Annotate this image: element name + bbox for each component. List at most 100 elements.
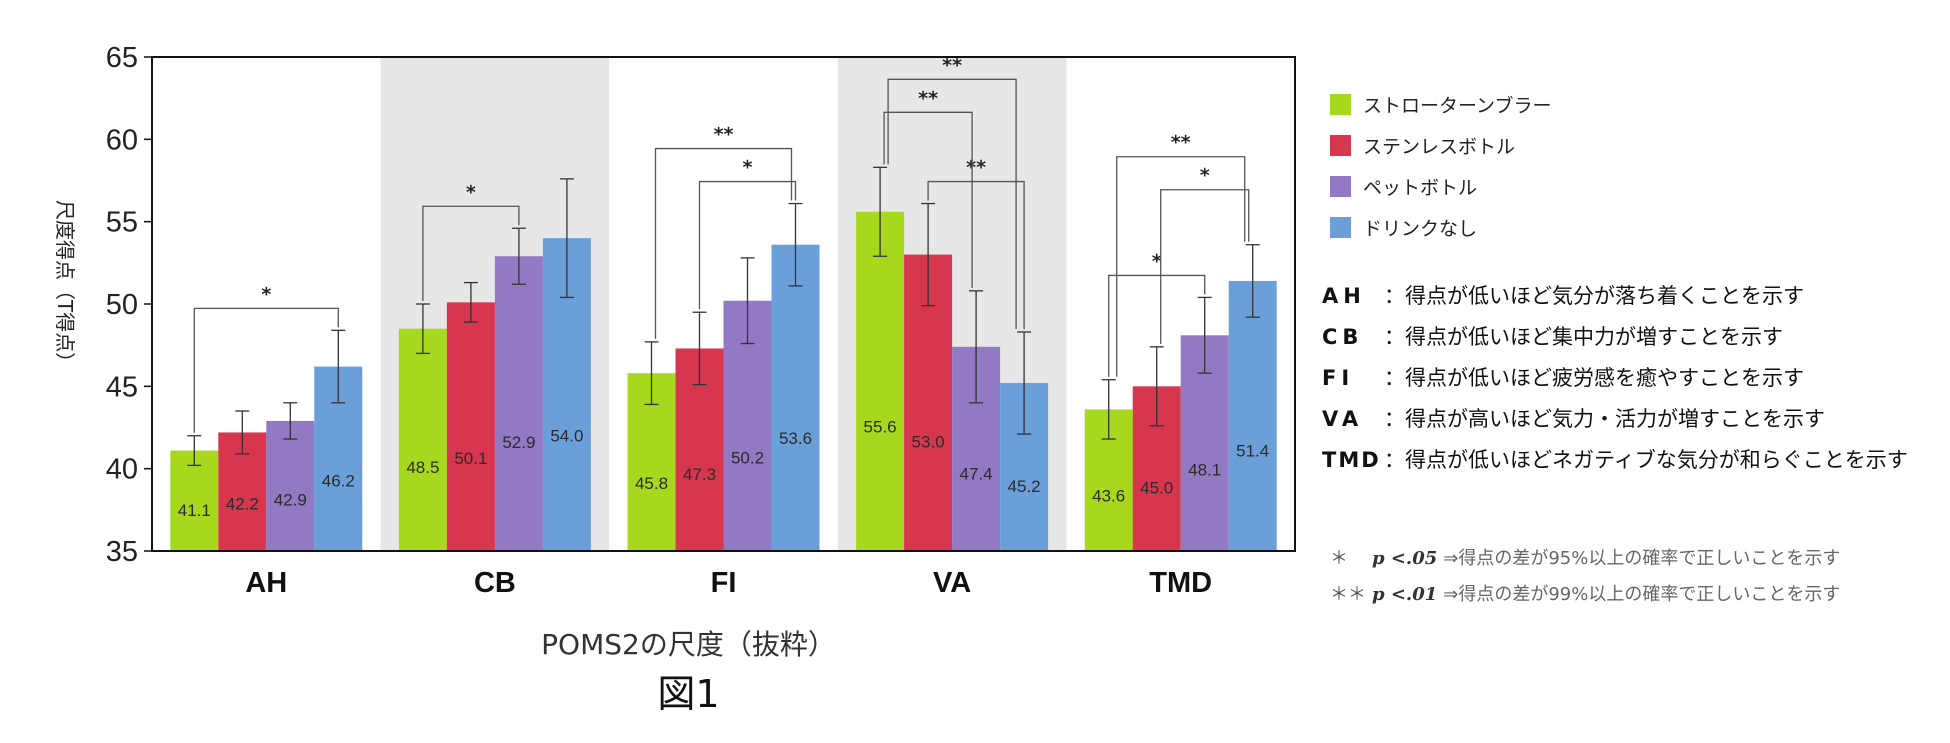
bar [266, 420, 315, 551]
significance-text: ⇒得点の差が99%以上の確率で正しいことを示す [1443, 584, 1841, 605]
legend-swatch [1330, 176, 1351, 197]
x-tick-label: AH [245, 567, 287, 599]
x-tick-label: FI [711, 567, 737, 599]
y-tick-label: 40 [106, 454, 138, 486]
significance-text: ⇒得点の差が95%以上の確率で正しいことを示す [1443, 548, 1841, 569]
note-text: ：得点が低いほどネガティブな気分が和らぐことを示す [1384, 448, 1908, 472]
significance-bracket [698, 180, 797, 310]
data-label: 48.1 [1188, 461, 1221, 480]
significance-notes: ＊ p <.05 ⇒得点の差が95%以上の確率で正しいことを示す ＊＊ p <.… [1330, 544, 1840, 616]
significance-p: p <.05 [1372, 548, 1438, 569]
significance-bracket [193, 307, 339, 433]
note-ah: AH ：得点が低いほど気分が落ち着くことを示す [1322, 280, 1908, 321]
significance-mark: ＊ [1330, 548, 1348, 569]
y-tick-label: 55 [106, 207, 138, 239]
significance-note-01: ＊＊ p <.01 ⇒得点の差が99%以上の確率で正しいことを示す [1330, 580, 1840, 616]
bar [170, 450, 219, 551]
legend-swatch [1330, 135, 1351, 156]
data-label: 51.4 [1236, 441, 1269, 460]
significance-mark: * [1152, 250, 1162, 272]
y-axis-label: 尺度得点（T得点） [53, 200, 77, 372]
data-label: 50.2 [731, 448, 764, 467]
data-label: 47.4 [960, 465, 993, 484]
significance-bracket [887, 78, 1017, 329]
data-label: 50.1 [454, 449, 487, 468]
legend-item-stainless-bottle: ステンレスボトル [1330, 125, 1551, 166]
significance-mark: ** [918, 87, 938, 109]
note-key: CB [1322, 325, 1364, 349]
note-key: VA [1322, 407, 1364, 431]
legend-label: ステンレスボトル [1363, 136, 1516, 158]
note-tmd: TMD ：得点が低いほどネガティブな気分が和らぐことを示す [1322, 444, 1908, 485]
data-label: 45.8 [635, 474, 668, 493]
bar [398, 328, 447, 551]
note-text: ：得点が低いほど疲労感を癒やすことを示す [1384, 366, 1804, 390]
legend: ストローターンブラー ステンレスボトル ペットボトル ドリンクなし [1330, 84, 1551, 248]
x-tick-label: CB [474, 567, 516, 599]
data-label: 52.9 [502, 433, 535, 452]
significance-mark: ＊＊ [1330, 584, 1366, 605]
data-label: 54.0 [550, 426, 583, 445]
significance-bracket [654, 147, 793, 339]
bar [856, 211, 905, 551]
figure-title: 図1 [657, 672, 719, 716]
data-label: 45.0 [1140, 478, 1173, 497]
legend-swatch [1330, 217, 1351, 238]
note-text: ：得点が低いほど気分が落ち着くことを示す [1384, 284, 1804, 308]
significance-bracket [422, 205, 520, 301]
data-label: 47.3 [683, 465, 716, 484]
data-label: 41.1 [178, 501, 211, 520]
note-cb: CB ：得点が低いほど集中力が増すことを示す [1322, 321, 1908, 362]
y-tick-label: 50 [106, 289, 138, 321]
significance-mark: * [1200, 165, 1210, 187]
bar [1228, 280, 1277, 551]
significance-mark: ** [1171, 132, 1191, 154]
x-axis-label: POMS2の尺度（抜粋） [541, 628, 836, 661]
note-va: VA ：得点が高いほど気力・活力が増すことを示す [1322, 403, 1908, 444]
legend-item-straw-tumbler: ストローターンブラー [1330, 84, 1551, 125]
legend-swatch [1330, 94, 1351, 115]
data-label: 53.0 [912, 432, 945, 451]
y-tick-label: 45 [106, 371, 138, 403]
significance-mark: * [261, 283, 271, 305]
bar [446, 302, 495, 551]
legend-label: ドリンクなし [1363, 218, 1478, 240]
significance-mark: * [743, 157, 753, 179]
data-label: 42.9 [274, 490, 307, 509]
y-tick-label: 60 [106, 124, 138, 156]
significance-p: p <.01 [1372, 584, 1438, 605]
bar-chart: 41.1 48.5 45.8 55.6 43.6 42.2 50.1 47.3 53.0 45.0… [53, 42, 1296, 716]
legend-label: ストローターンブラー [1363, 95, 1552, 117]
bar [771, 244, 820, 551]
significance-bracket [927, 180, 1025, 329]
data-label: 45.2 [1008, 477, 1041, 496]
note-key: FI [1322, 366, 1355, 390]
data-label: 55.6 [864, 417, 897, 436]
data-label: 43.6 [1092, 486, 1125, 505]
note-key: TMD [1322, 448, 1381, 472]
legend-item-pet-bottle: ペットボトル [1330, 166, 1551, 207]
significance-bracket [1160, 189, 1250, 344]
y-tick-label: 65 [106, 42, 138, 74]
note-fi: FI ：得点が低いほど疲労感を癒やすことを示す [1322, 362, 1908, 403]
data-label: 46.2 [322, 471, 355, 490]
note-text: ：得点が低いほど集中力が増すことを示す [1384, 325, 1783, 349]
significance-mark: * [466, 181, 476, 203]
note-text: ：得点が高いほど気力・活力が増すことを示す [1384, 407, 1825, 431]
x-tick-label: TMD [1149, 567, 1212, 599]
significance-mark: ** [966, 157, 986, 179]
significance-bracket [883, 111, 973, 288]
scale-notes: AH ：得点が低いほど気分が落ち着くことを示す CB ：得点が低いほど集中力が増… [1322, 280, 1908, 485]
legend-label: ペットボトル [1363, 177, 1478, 199]
note-key: AH [1322, 284, 1366, 308]
x-tick-label: VA [933, 567, 971, 599]
significance-bracket [1116, 156, 1246, 377]
significance-note-05: ＊ p <.05 ⇒得点の差が95%以上の確率で正しいことを示す [1330, 544, 1840, 580]
data-label: 42.2 [226, 495, 259, 514]
significance-bracket [1108, 274, 1206, 377]
significance-mark: ** [714, 124, 734, 146]
data-label: 53.6 [779, 429, 812, 448]
data-label: 48.5 [406, 458, 439, 477]
significance-mark: ** [942, 54, 962, 76]
bar [494, 256, 543, 551]
